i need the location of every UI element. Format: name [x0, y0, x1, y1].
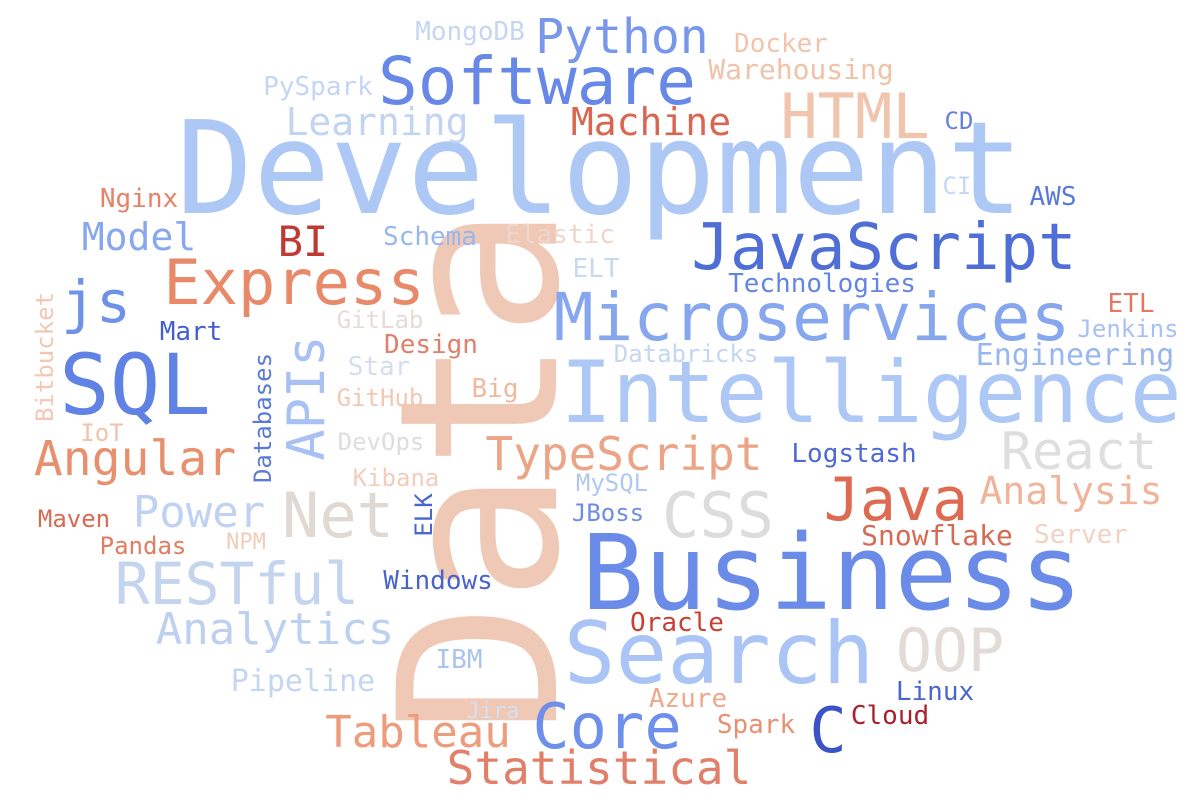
word-search: Search — [563, 604, 875, 704]
word-windows: Windows — [383, 566, 493, 596]
word-development: Development — [176, 95, 1024, 244]
word-docker: Docker — [734, 29, 828, 59]
word-apis: APIs — [277, 335, 337, 461]
word-statistical: Statistical — [446, 741, 752, 795]
word-databricks: Databricks — [613, 340, 759, 368]
word-azure: Azure — [648, 684, 728, 714]
word-design: Design — [384, 330, 478, 360]
word-python: Python — [535, 9, 709, 65]
word-jboss: JBoss — [571, 499, 645, 527]
word-big: Big — [471, 374, 519, 404]
word-java: Java — [823, 465, 969, 535]
word-learning: Learning — [285, 100, 469, 144]
word-power: Power — [132, 487, 266, 538]
word-snowflake: Snowflake — [861, 519, 1013, 552]
word-elt: ELT — [572, 254, 620, 284]
word-express: Express — [163, 246, 425, 319]
word-oracle: Oracle — [630, 608, 724, 638]
word-react: React — [1000, 422, 1158, 482]
word-pyspark: PySpark — [263, 72, 373, 102]
word-github: GitHub — [336, 384, 424, 412]
word-analysis: Analysis — [979, 469, 1163, 513]
word-mongodb: MongoDB — [415, 17, 525, 47]
word-js: js — [61, 268, 131, 336]
word-pandas: Pandas — [99, 532, 187, 560]
word-html: HTML — [780, 80, 930, 153]
word-cd: CD — [944, 107, 974, 135]
word-elk: ELK — [410, 493, 438, 537]
word-bi: BI — [277, 217, 329, 266]
word-warehousing: Warehousing — [708, 53, 894, 86]
word-tableau: Tableau — [325, 707, 511, 758]
word-typescript: TypeScript — [485, 427, 763, 481]
word-schema: Schema — [383, 222, 477, 252]
word-software: Software — [378, 43, 696, 120]
word-css: CSS — [662, 479, 774, 552]
word-devops: DevOps — [337, 428, 425, 456]
word-mysql: MySQL — [575, 469, 649, 497]
word-ibm: IBM — [435, 645, 483, 675]
word-javascript: JavaScript — [691, 211, 1077, 285]
word-aws: AWS — [1029, 182, 1077, 212]
word-databases: Databases — [249, 352, 277, 484]
word-c: C — [809, 694, 847, 767]
word-machine: Machine — [570, 100, 732, 144]
word-npm: NPM — [226, 530, 266, 555]
word-elastic: Elastic — [505, 220, 615, 250]
word-iot: IoT — [80, 419, 124, 447]
word-kibana: Kibana — [352, 464, 440, 492]
word-bitbucket: Bitbucket — [31, 291, 59, 423]
word-core: Core — [532, 690, 682, 763]
word-gitlab: GitLab — [336, 306, 424, 334]
word-nginx: Nginx — [99, 184, 179, 214]
word-technologies: Technologies — [728, 269, 916, 299]
word-model: Model — [81, 215, 197, 259]
word-oop: OOP — [895, 616, 1005, 686]
word-restful: RESTful — [114, 550, 360, 618]
word-engineering: Engineering — [975, 338, 1175, 373]
word-logstash: Logstash — [791, 439, 917, 469]
word-linux: Linux — [895, 677, 975, 707]
word-jira: Jira — [466, 699, 520, 724]
word-angular: Angular — [33, 431, 237, 487]
word-server: Server — [1034, 520, 1128, 550]
word-maven: Maven — [37, 505, 111, 533]
word-star: Star — [347, 352, 411, 382]
word-pipeline: Pipeline — [230, 664, 376, 699]
word-intelligence: Intelligence — [560, 343, 1182, 443]
word-microservices: Microservices — [553, 279, 1071, 356]
word-net: Net — [282, 479, 394, 552]
word-etl: ETL — [1107, 289, 1155, 319]
word-sql: SQL — [59, 336, 211, 434]
word-mart: Mart — [159, 317, 223, 347]
word-jenkins: Jenkins — [1077, 315, 1179, 343]
word-spark: Spark — [716, 710, 796, 740]
word-ci: CI — [942, 172, 972, 200]
word-cloud: Cloud — [850, 701, 930, 731]
word-business: Business — [581, 512, 1083, 634]
word-analytics: Analytics — [155, 604, 395, 655]
